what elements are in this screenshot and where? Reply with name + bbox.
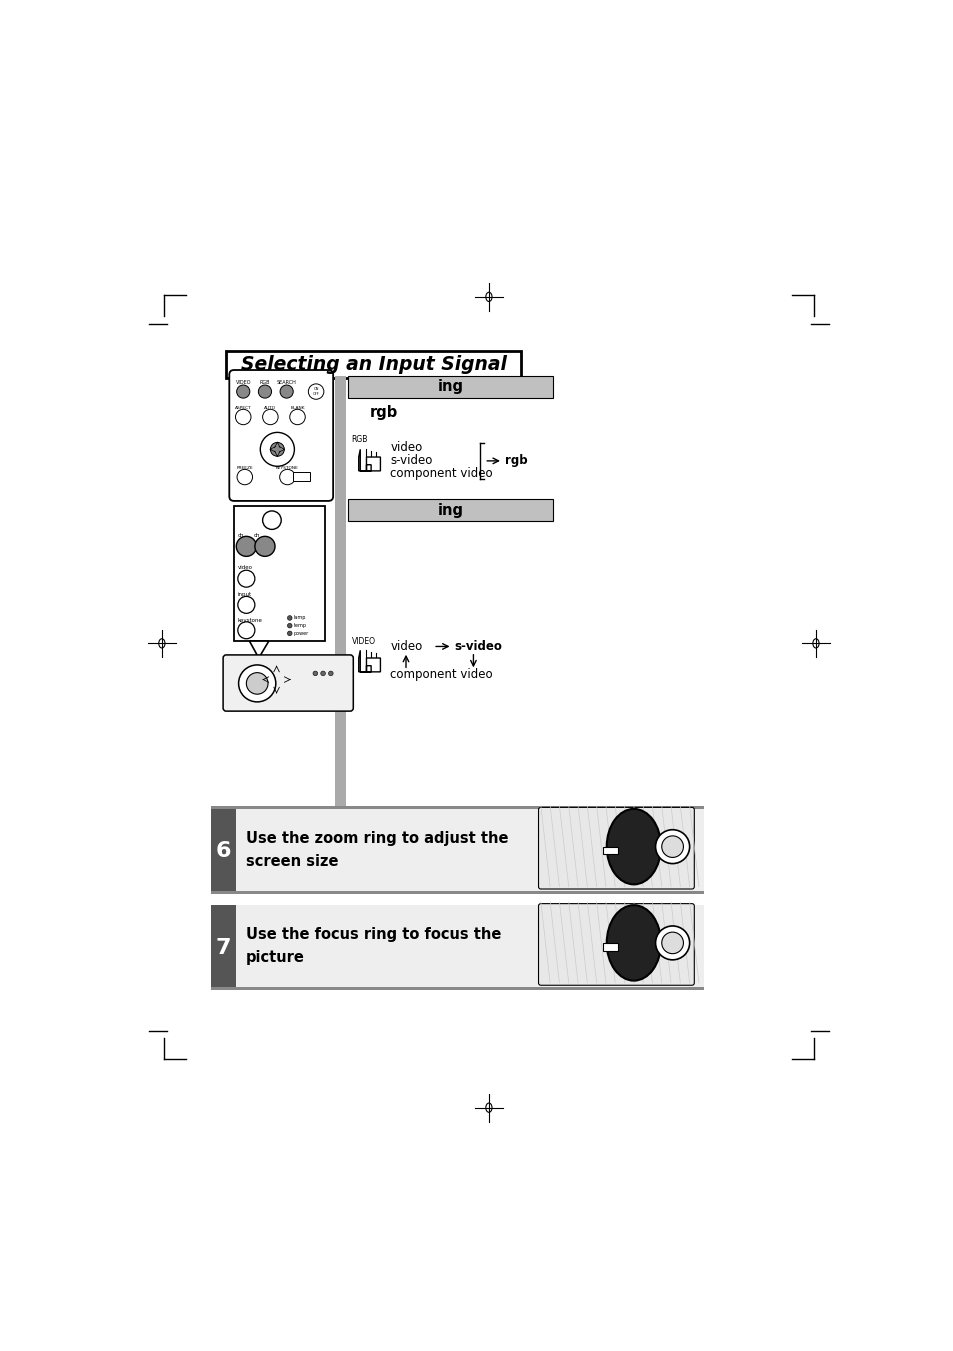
Text: 6: 6 — [215, 842, 231, 862]
Circle shape — [237, 570, 254, 588]
Circle shape — [246, 673, 268, 694]
Bar — [233, 507, 325, 642]
FancyBboxPatch shape — [537, 904, 694, 985]
Bar — [211, 809, 235, 893]
Text: FREEZE: FREEZE — [236, 466, 253, 470]
Text: lamp: lamp — [294, 616, 306, 620]
Circle shape — [262, 409, 278, 424]
Circle shape — [235, 409, 251, 424]
Circle shape — [655, 830, 689, 863]
Text: input: input — [237, 592, 252, 597]
Circle shape — [238, 665, 275, 703]
Circle shape — [237, 596, 254, 613]
Circle shape — [290, 409, 305, 424]
Bar — [335, 376, 345, 831]
Circle shape — [280, 385, 293, 399]
FancyBboxPatch shape — [229, 370, 333, 501]
Text: video: video — [237, 566, 253, 570]
Bar — [348, 376, 553, 397]
Circle shape — [313, 671, 317, 676]
Text: ing: ing — [437, 380, 463, 394]
Bar — [602, 847, 618, 854]
Text: s-video: s-video — [455, 640, 502, 653]
Circle shape — [268, 671, 285, 688]
Text: SEARCH: SEARCH — [276, 380, 296, 385]
Text: rgb: rgb — [505, 454, 527, 467]
Text: temp: temp — [294, 623, 306, 628]
Text: rgb: rgb — [369, 405, 397, 420]
Text: VIDEO: VIDEO — [352, 636, 375, 646]
Bar — [211, 905, 703, 990]
Polygon shape — [358, 450, 380, 471]
Bar — [211, 986, 703, 990]
Circle shape — [279, 469, 294, 485]
Text: AUTO: AUTO — [264, 405, 276, 409]
Text: screen size: screen size — [245, 854, 337, 869]
Circle shape — [661, 932, 682, 954]
Circle shape — [270, 442, 284, 457]
Bar — [293, 471, 310, 481]
Circle shape — [258, 385, 272, 399]
Text: power: power — [294, 631, 309, 636]
Text: Use the zoom ring to adjust the: Use the zoom ring to adjust the — [245, 831, 508, 846]
Circle shape — [328, 671, 333, 676]
Text: VIDEO: VIDEO — [235, 380, 251, 385]
Bar — [226, 351, 520, 378]
Bar — [602, 943, 618, 951]
Bar — [211, 905, 235, 990]
FancyBboxPatch shape — [223, 655, 353, 711]
Circle shape — [236, 536, 256, 557]
Circle shape — [262, 511, 281, 530]
Text: 7: 7 — [215, 938, 231, 958]
Bar — [211, 890, 703, 893]
Text: s-video: s-video — [390, 454, 433, 467]
Ellipse shape — [606, 905, 660, 981]
Polygon shape — [358, 650, 380, 671]
Circle shape — [260, 432, 294, 466]
Bar — [348, 500, 553, 521]
Circle shape — [236, 385, 250, 399]
Text: ing: ing — [437, 503, 463, 517]
Circle shape — [254, 658, 298, 701]
Text: ch: ch — [253, 534, 260, 538]
Text: KEYSTONE: KEYSTONE — [275, 466, 298, 470]
Circle shape — [237, 621, 254, 639]
Text: video: video — [390, 640, 422, 653]
Text: ASPECT: ASPECT — [234, 405, 252, 409]
Text: picture: picture — [245, 950, 304, 965]
Circle shape — [661, 836, 682, 858]
Bar — [211, 805, 703, 809]
Circle shape — [320, 671, 325, 676]
Text: Selecting an Input Signal: Selecting an Input Signal — [240, 355, 506, 374]
Circle shape — [236, 469, 253, 485]
Text: video: video — [390, 442, 422, 454]
Circle shape — [254, 536, 274, 557]
Text: keystone: keystone — [237, 617, 262, 623]
Text: RGB: RGB — [352, 435, 368, 444]
Ellipse shape — [606, 809, 660, 885]
Bar — [211, 809, 703, 893]
Text: RGB: RGB — [259, 380, 270, 385]
Polygon shape — [249, 642, 269, 658]
FancyBboxPatch shape — [537, 808, 694, 889]
Circle shape — [287, 616, 292, 620]
Circle shape — [287, 623, 292, 628]
Circle shape — [287, 631, 292, 636]
Circle shape — [308, 384, 323, 400]
Text: ch: ch — [237, 534, 244, 538]
Text: component video: component video — [390, 669, 493, 681]
Text: BLANK: BLANK — [290, 405, 304, 409]
Text: component video: component video — [390, 467, 493, 481]
Circle shape — [655, 925, 689, 959]
Text: ON
OFF: ON OFF — [313, 388, 319, 396]
Text: Use the focus ring to focus the: Use the focus ring to focus the — [245, 927, 500, 942]
